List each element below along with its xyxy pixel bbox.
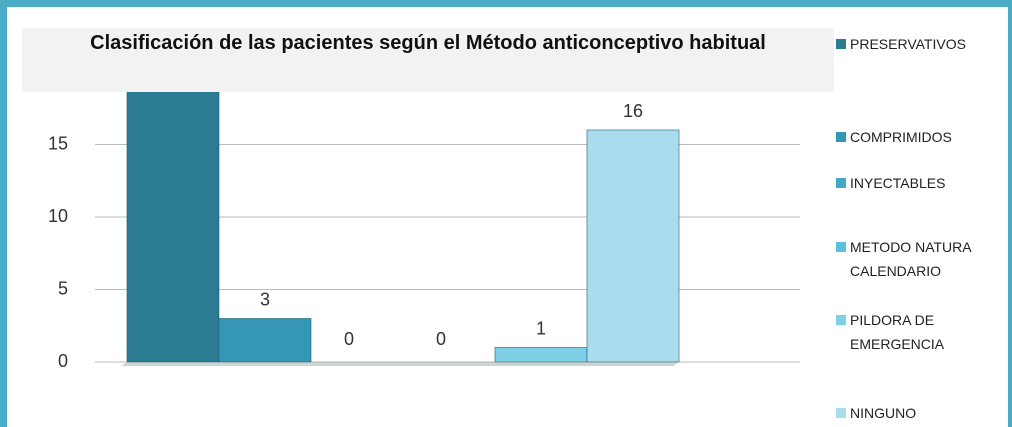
y-tick-label: 15 — [48, 133, 68, 153]
y-tick-label: 0 — [58, 351, 68, 371]
legend-swatch — [836, 315, 846, 325]
legend-label: COMPRIMIDOS — [850, 129, 952, 145]
legend-swatch — [836, 408, 846, 418]
legend-swatch — [836, 132, 846, 142]
legend-swatch — [836, 39, 846, 49]
legend-entry: PILDORA DE EMERGENCIA — [836, 308, 1000, 356]
bar — [218, 318, 312, 363]
bar-base — [397, 362, 495, 366]
bar-base — [489, 362, 587, 366]
y-tick-label: 10 — [48, 206, 68, 226]
bar — [126, 71, 220, 363]
bar-base — [121, 362, 219, 366]
chart-title: Clasificación de las pacientes según el … — [22, 28, 834, 92]
legend-label: INYECTABLES — [850, 175, 946, 191]
data-label: 0 — [344, 329, 354, 349]
bar-base — [213, 362, 311, 366]
bar-base — [581, 362, 679, 366]
data-label: 3 — [260, 289, 270, 309]
legend-entry: PRESERVATIVOS — [836, 32, 1000, 56]
legend-label: METODO NATURA CALENDARIO — [850, 239, 971, 279]
legend-swatch — [836, 178, 846, 188]
data-label: 16 — [623, 101, 643, 121]
data-label: 1 — [536, 318, 546, 338]
bar-base — [305, 362, 403, 366]
legend-label: NINGUNO — [850, 405, 917, 421]
bar — [586, 129, 680, 363]
legend-entry: INYECTABLES — [836, 171, 1000, 195]
legend-entry: COMPRIMIDOS — [836, 125, 1000, 149]
legend-entry: NINGUNO — [836, 401, 1000, 425]
bar — [494, 347, 588, 363]
legend-swatch — [836, 242, 846, 252]
legend-label: PRESERVATIVOS — [850, 36, 966, 52]
legend-label: PILDORA DE EMERGENCIA — [850, 312, 945, 352]
data-label: 0 — [436, 329, 446, 349]
legend-entry: METODO NATURA CALENDARIO — [836, 235, 1000, 283]
y-tick-label: 5 — [58, 278, 68, 298]
